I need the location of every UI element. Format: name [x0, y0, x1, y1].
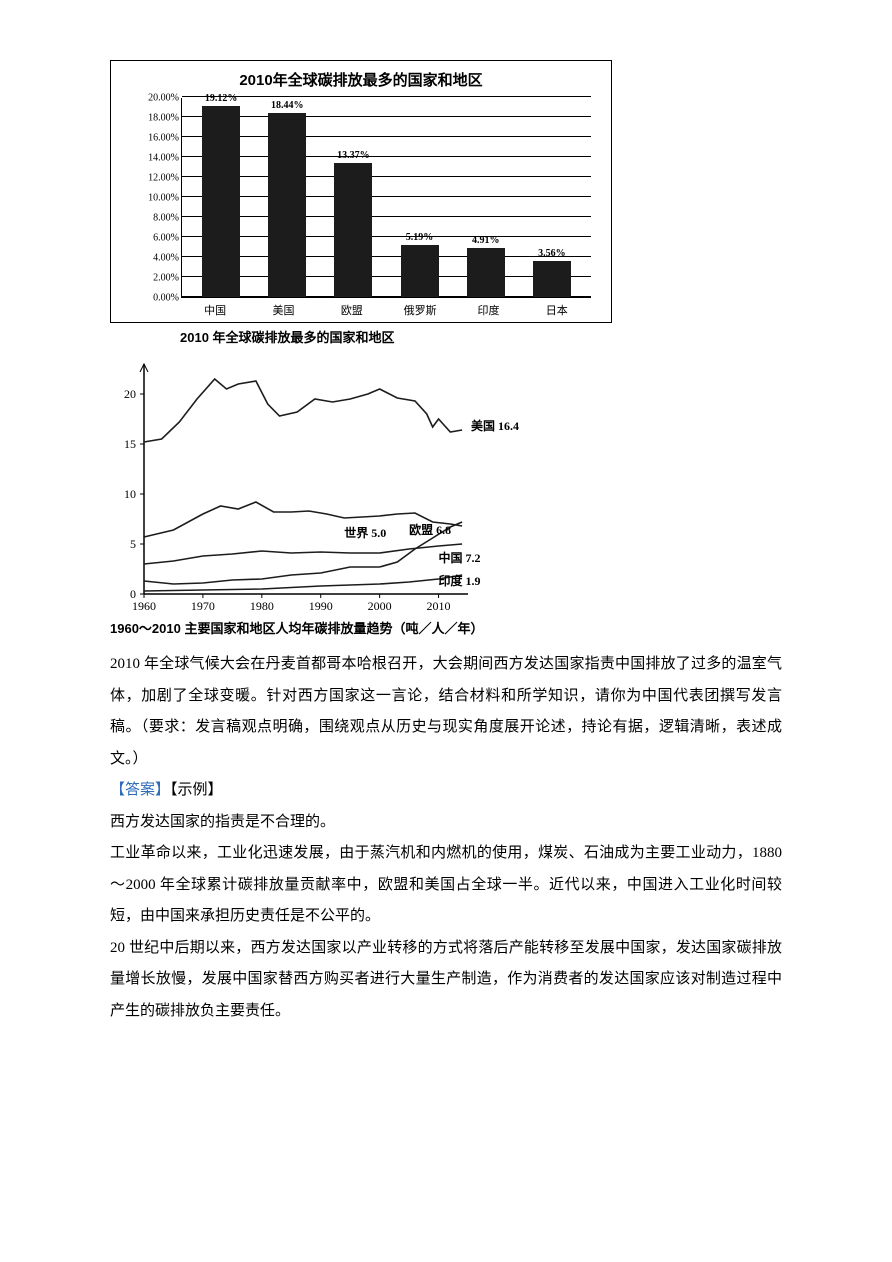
- x-tick-label: 1980: [250, 599, 274, 613]
- bar-column: 18.44%: [264, 100, 310, 297]
- answer-prefix: 【答案】: [110, 782, 170, 798]
- y-tick-label: 4.00%: [153, 253, 179, 264]
- bar-rect: [467, 248, 505, 297]
- y-tick-label: 16.00%: [148, 133, 179, 144]
- x-tick-label: 欧盟: [329, 302, 375, 318]
- x-tick-label: 印度: [465, 302, 511, 318]
- bar-rect: [202, 106, 240, 297]
- x-tick-label: 中国: [192, 302, 238, 318]
- answer-para-1: 西方发达国家的指责是不合理的。: [110, 807, 782, 839]
- bar-x-axis: 中国 美国 欧盟 俄罗斯 印度 日本: [131, 302, 591, 318]
- bar-value-label: 18.44%: [271, 100, 304, 111]
- y-tick-label: 6.00%: [153, 233, 179, 244]
- y-tick-label: 0.00%: [153, 293, 179, 304]
- series-label-eu: 欧盟 6.8: [409, 522, 451, 537]
- bar-value-label: 5.19%: [406, 232, 434, 243]
- y-tick-label: 5: [130, 537, 136, 551]
- y-tick-label: 20: [124, 387, 136, 401]
- x-tick-label: 2000: [368, 599, 392, 613]
- y-tick-label: 15: [124, 437, 136, 451]
- y-tick-label: 2.00%: [153, 273, 179, 284]
- series-label-usa: 美国 16.4: [471, 418, 519, 433]
- answer-heading: 【答案】【示例】: [110, 775, 782, 807]
- y-tick-label: 18.00%: [148, 113, 179, 124]
- x-tick-label: 2010: [427, 599, 451, 613]
- bar-chart-title: 2010年全球碳排放最多的国家和地区: [131, 69, 591, 90]
- bar-column: 3.56%: [529, 248, 575, 297]
- series-line-world: [144, 544, 462, 564]
- bar-value-label: 13.37%: [337, 150, 370, 161]
- bar-chart: 2010年全球碳排放最多的国家和地区 0.00% 2.00% 4.00% 6.00% 8…: [110, 60, 612, 323]
- y-tick-label: 10: [124, 487, 136, 501]
- line-chart-caption: 1960～2010 主要国家和地区人均年碳排放量趋势（吨／人／年）: [110, 618, 570, 637]
- series-line-usa: [144, 379, 462, 442]
- bar-column: 5.19%: [397, 232, 443, 297]
- x-tick-label: 俄罗斯: [397, 302, 443, 318]
- series-label-world: 世界 5.0: [344, 525, 386, 540]
- y-tick-label: 20.00%: [148, 93, 179, 104]
- answer-para-2: 工业革命以来，工业化迅速发展，由于蒸汽机和内燃机的使用，煤炭、石油成为主要工业动…: [110, 838, 782, 933]
- series-label-china: 中国 7.2: [439, 550, 481, 565]
- bar-plot-area: 19.12%18.44%13.37%5.19%4.91%3.56%: [182, 98, 591, 298]
- bar-column: 19.12%: [198, 93, 244, 297]
- bar-y-axis: 0.00%2.00%4.00%6.00%8.00%10.00%12.00%14.…: [131, 98, 182, 298]
- x-tick-label: 日本: [534, 302, 580, 318]
- line-chart-container: 05101520196019701980199020002010美国 16.4欧…: [110, 356, 570, 637]
- line-chart-svg: 05101520196019701980199020002010美国 16.4欧…: [110, 356, 540, 616]
- bar-value-label: 4.91%: [472, 235, 500, 246]
- x-tick-label: 1970: [191, 599, 215, 613]
- y-tick-label: 8.00%: [153, 213, 179, 224]
- bar-chart-container: 2010年全球碳排放最多的国家和地区 0.00% 2.00% 4.00% 6.00% 8…: [110, 60, 782, 346]
- answer-example: 【示例】: [170, 782, 223, 798]
- x-tick-label: 1990: [309, 599, 333, 613]
- bar-value-label: 3.56%: [538, 248, 566, 259]
- document-body: 2010 年全球气候大会在丹麦首都哥本哈根召开，大会期间西方发达国家指责中国排放…: [110, 649, 782, 1027]
- question-paragraph: 2010 年全球气候大会在丹麦首都哥本哈根召开，大会期间西方发达国家指责中国排放…: [110, 649, 782, 775]
- line-chart: 05101520196019701980199020002010美国 16.4欧…: [110, 356, 540, 616]
- x-tick-label: 美国: [260, 302, 306, 318]
- bar-column: 13.37%: [330, 150, 376, 297]
- y-tick-label: 12.00%: [148, 173, 179, 184]
- bar-rect: [401, 245, 439, 297]
- bar-chart-caption: 2010 年全球碳排放最多的国家和地区: [110, 327, 782, 346]
- answer-para-3: 20 世纪中后期以来，西方发达国家以产业转移的方式将落后产能转移至发展中国家，发…: [110, 933, 782, 1028]
- x-tick-label: 1960: [132, 599, 156, 613]
- bar-value-label: 19.12%: [205, 93, 238, 104]
- bar-column: 4.91%: [463, 235, 509, 297]
- bar-rect: [268, 113, 306, 297]
- y-tick-label: 14.00%: [148, 153, 179, 164]
- series-label-india: 印度 1.9: [439, 573, 481, 588]
- bar-rect: [533, 261, 571, 297]
- y-tick-label: 10.00%: [148, 193, 179, 204]
- bar-rect: [334, 163, 372, 297]
